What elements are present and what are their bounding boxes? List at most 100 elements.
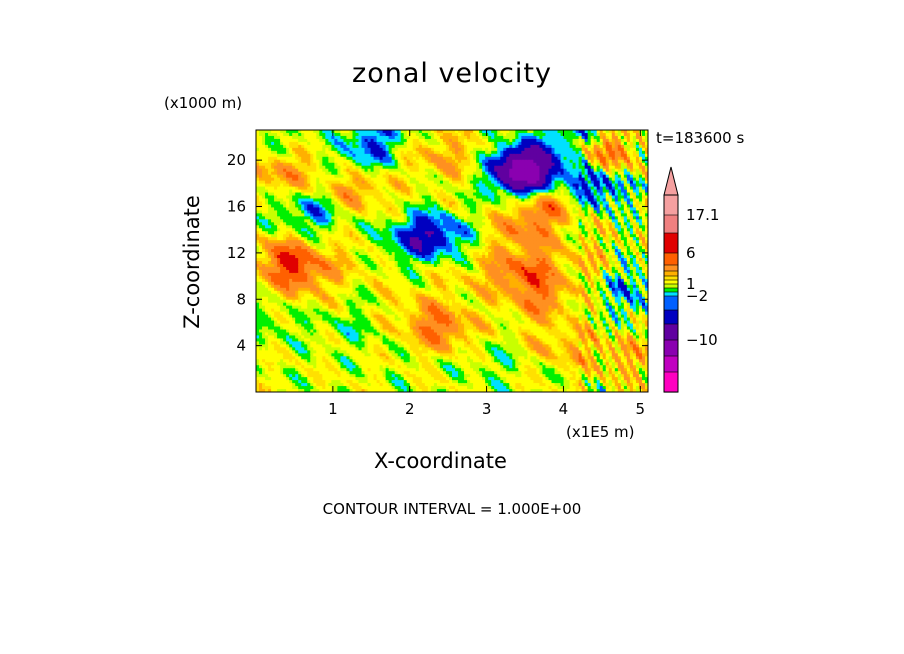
- contour-cell: [283, 308, 287, 313]
- contour-cell: [361, 180, 366, 185]
- contour-cell: [370, 311, 375, 316]
- contour-cell: [271, 323, 275, 328]
- contour-cell: [295, 362, 299, 366]
- contour-cell: [259, 365, 263, 369]
- contour-cell: [346, 275, 351, 280]
- contour-cell: [415, 207, 420, 211]
- contour-cell: [325, 311, 329, 316]
- contour-cell: [352, 138, 357, 143]
- contour-cell: [367, 252, 372, 256]
- contour-cell: [376, 287, 381, 292]
- contour-cell: [286, 225, 290, 229]
- contour-cell: [298, 168, 302, 173]
- contour-cell: [283, 380, 287, 384]
- contour-cell: [397, 150, 402, 155]
- contour-cell: [271, 275, 275, 280]
- contour-cell: [322, 281, 326, 286]
- contour-cell: [352, 341, 357, 345]
- contour-cell: [265, 201, 269, 206]
- contour-cell: [415, 186, 420, 191]
- contour-cell: [286, 380, 290, 384]
- contour-cell: [349, 159, 354, 164]
- contour-cell: [271, 207, 275, 211]
- contour-cell: [397, 216, 402, 220]
- contour-cell: [274, 272, 278, 277]
- contour-cell: [409, 323, 414, 328]
- contour-cell: [301, 234, 305, 238]
- contour-cell: [391, 180, 396, 185]
- contour-cell: [409, 302, 414, 307]
- contour-cell: [331, 284, 335, 289]
- contour-cell: [361, 189, 366, 194]
- contour-cell: [400, 269, 405, 274]
- contour-cell: [376, 222, 381, 226]
- contour-cell: [337, 171, 342, 176]
- contour-cell: [391, 296, 396, 301]
- contour-cell: [331, 263, 335, 268]
- contour-cell: [373, 240, 378, 244]
- contour-cell: [265, 219, 269, 223]
- contour-cell: [265, 246, 269, 250]
- contour-cell: [274, 130, 278, 134]
- contour-cell: [286, 135, 290, 140]
- contour-cell: [271, 189, 275, 194]
- contour-cell: [382, 177, 387, 182]
- contour-cell: [346, 255, 351, 259]
- contour-cell: [289, 287, 293, 292]
- contour-cell: [331, 359, 335, 363]
- contour-cell: [307, 335, 311, 340]
- contour-cell: [298, 249, 302, 253]
- contour-cell: [265, 356, 269, 360]
- contour-cell: [370, 210, 375, 214]
- contour-cell: [412, 219, 417, 223]
- contour-cell: [400, 210, 405, 214]
- contour-cell: [265, 311, 269, 316]
- contour-cell: [343, 249, 348, 253]
- contour-cell: [355, 135, 360, 140]
- contour-cell: [400, 147, 405, 152]
- contour-cell: [283, 240, 287, 244]
- contour-cell: [373, 317, 378, 322]
- contour-cell: [271, 249, 275, 253]
- contour-cell: [262, 377, 266, 381]
- contour-cell: [349, 269, 354, 274]
- contour-cell: [310, 180, 314, 185]
- contour-cell: [334, 278, 339, 283]
- contour-cell: [388, 350, 393, 354]
- contour-cell: [256, 255, 260, 259]
- contour-cell: [352, 204, 357, 209]
- contour-cell: [310, 138, 314, 143]
- contour-cell: [379, 269, 384, 274]
- contour-cell: [259, 299, 263, 304]
- contour-cell: [268, 192, 272, 197]
- contour-cell: [367, 296, 372, 301]
- contour-cell: [286, 305, 290, 310]
- contour-cell: [340, 249, 345, 253]
- contour-cell: [373, 335, 378, 340]
- contour-cell: [343, 347, 348, 351]
- contour-cell: [331, 162, 335, 167]
- contour-cell: [337, 299, 342, 304]
- contour-cell: [274, 302, 278, 307]
- contour-cell: [382, 159, 387, 164]
- contour-cell: [286, 219, 290, 223]
- contour-cell: [256, 329, 260, 334]
- contour-cell: [274, 344, 278, 348]
- contour-cell: [364, 341, 369, 345]
- contour-cell: [340, 335, 345, 340]
- contour-cell: [322, 165, 326, 170]
- contour-cell: [349, 168, 354, 173]
- contour-cell: [328, 323, 332, 328]
- contour-cell: [403, 162, 408, 167]
- contour-cell: [286, 329, 290, 334]
- contour-cell: [346, 272, 351, 277]
- contour-cell: [364, 377, 369, 381]
- contour-cell: [262, 380, 266, 384]
- contour-cell: [304, 389, 308, 392]
- contour-cell: [310, 198, 314, 203]
- contour-cell: [355, 183, 360, 188]
- contour-cell: [391, 368, 396, 372]
- contour-cell: [328, 281, 332, 286]
- contour-cell: [331, 240, 335, 244]
- contour-cell: [367, 305, 372, 310]
